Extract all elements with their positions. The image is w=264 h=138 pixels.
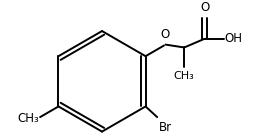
Text: O: O (200, 1, 209, 14)
Text: CH₃: CH₃ (174, 71, 195, 81)
Text: Br: Br (159, 121, 172, 134)
Text: OH: OH (225, 32, 243, 45)
Text: O: O (160, 28, 169, 41)
Text: CH₃: CH₃ (17, 112, 39, 125)
